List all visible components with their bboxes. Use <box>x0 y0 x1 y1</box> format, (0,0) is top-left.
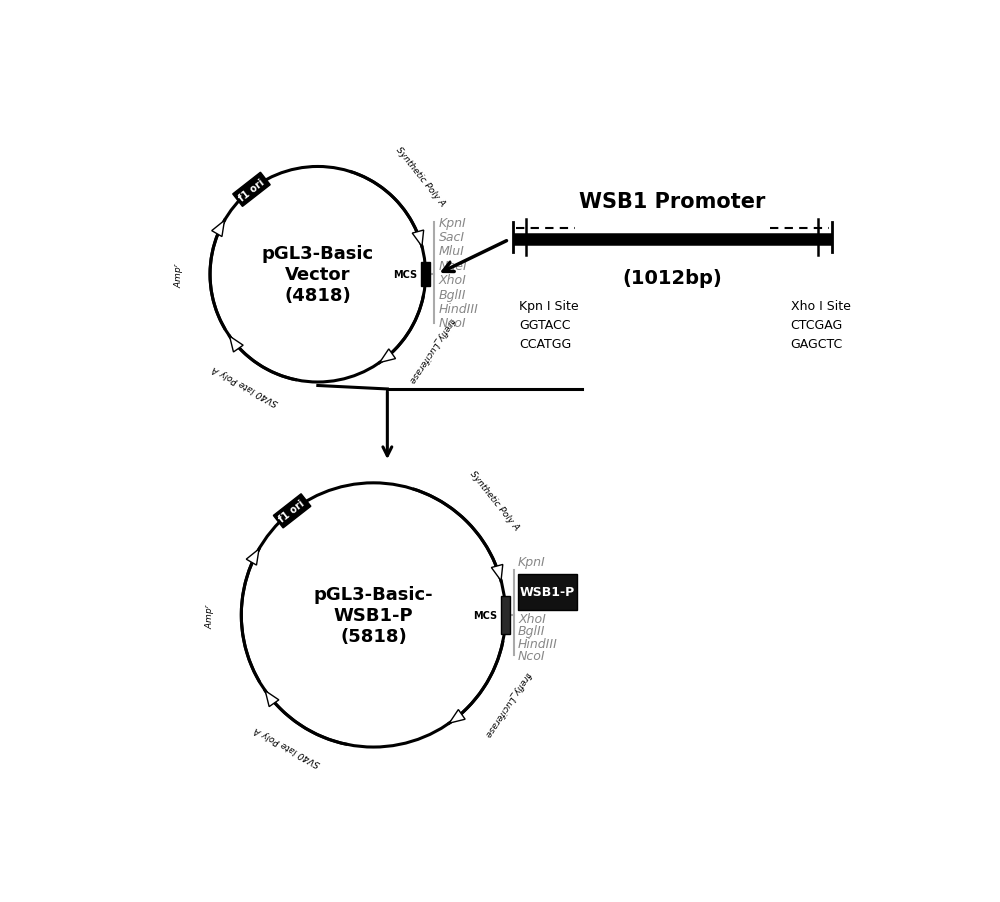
Text: (1012bp): (1012bp) <box>623 269 722 288</box>
Text: firefly_Luciferase: firefly_Luciferase <box>482 669 532 738</box>
Text: MCS: MCS <box>473 611 497 621</box>
Text: HindIII: HindIII <box>438 303 478 316</box>
Bar <box>518 575 577 611</box>
Text: Kpn I Site: Kpn I Site <box>519 299 579 312</box>
Text: pGL3-Basic-
WSB1-P
(5818): pGL3-Basic- WSB1-P (5818) <box>314 585 433 645</box>
Text: BglII: BglII <box>438 289 466 301</box>
Polygon shape <box>212 221 224 237</box>
Bar <box>421 262 430 287</box>
Polygon shape <box>246 549 259 566</box>
Text: firefly_Luciferase: firefly_Luciferase <box>406 315 456 384</box>
Text: SV40 late Poly A: SV40 late Poly A <box>210 364 280 407</box>
Text: XhoI: XhoI <box>438 274 466 287</box>
Text: Synthetic Poly A: Synthetic Poly A <box>468 469 520 532</box>
Text: NcoI: NcoI <box>438 318 466 330</box>
Text: SacI: SacI <box>438 231 465 244</box>
Text: BglII: BglII <box>518 625 546 638</box>
Text: Xho I Site: Xho I Site <box>791 299 850 312</box>
Text: XhoI: XhoI <box>518 612 546 625</box>
Text: MluI: MluI <box>438 245 464 258</box>
Text: KpnI: KpnI <box>438 216 466 229</box>
Text: KpnI: KpnI <box>518 555 546 568</box>
Text: Amp$^r$: Amp$^r$ <box>203 603 217 629</box>
Text: f1 ori: f1 ori <box>277 498 307 524</box>
Polygon shape <box>265 691 279 707</box>
Text: WSB1-P: WSB1-P <box>520 585 575 599</box>
Text: HindIII: HindIII <box>518 637 558 650</box>
Text: WSB1 Promoter: WSB1 Promoter <box>579 192 766 212</box>
Polygon shape <box>412 231 424 247</box>
Text: GGTACC: GGTACC <box>519 318 571 332</box>
Text: NheI: NheI <box>438 260 467 272</box>
Text: CCATGG: CCATGG <box>519 337 572 350</box>
Text: NcoI: NcoI <box>518 649 546 663</box>
Bar <box>501 596 510 634</box>
Text: f1 ori: f1 ori <box>237 177 266 203</box>
Text: Synthetic Poly A: Synthetic Poly A <box>394 146 447 208</box>
Polygon shape <box>491 565 503 581</box>
Text: CTCGAG: CTCGAG <box>791 318 843 332</box>
Text: Amp$^r$: Amp$^r$ <box>172 262 186 288</box>
Polygon shape <box>449 710 465 723</box>
Text: MCS: MCS <box>393 270 418 280</box>
Text: pGL3-Basic
Vector
(4818): pGL3-Basic Vector (4818) <box>262 245 374 305</box>
Polygon shape <box>380 349 396 364</box>
Text: SV40 late Poly A: SV40 late Poly A <box>252 724 322 767</box>
Text: GAGCTC: GAGCTC <box>791 337 843 350</box>
Polygon shape <box>230 336 243 353</box>
